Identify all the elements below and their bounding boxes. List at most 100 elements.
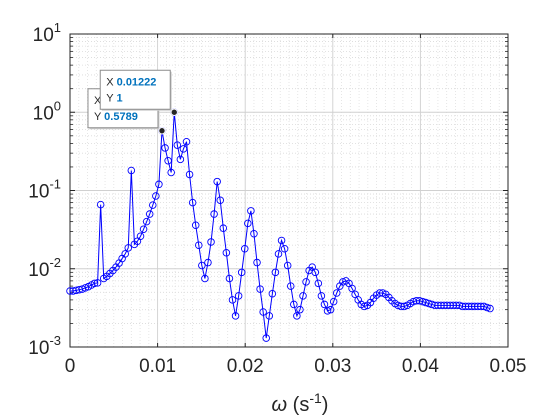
x-tick-label: 0.04 [402,356,439,377]
datatip-y-line: Y 0.5789 [94,111,138,123]
data-point [152,192,160,200]
data-point [287,282,295,290]
data-point [311,268,320,277]
data-point [317,292,326,300]
data-point [470,302,479,311]
data-point [247,207,255,215]
data-point [185,170,194,179]
data-point [474,302,482,311]
data-point [348,284,356,293]
data-point [96,200,105,209]
data-point [329,297,338,306]
y-tick-labels: 10-3 10-2 10-1 100 101 [28,20,61,359]
y-tick-label: 101 [33,20,61,46]
data-point [483,303,491,312]
data-point [253,258,261,267]
data-point [464,302,473,311]
data-point [213,177,221,186]
data-point [188,198,197,207]
data-point [320,300,329,309]
data-point [173,141,182,149]
data-point [458,302,467,311]
datatip: X 0.01222 Y 1 [99,69,178,116]
data-point [400,302,408,311]
data-point [139,225,148,233]
tick-marks [69,33,509,348]
data-point [360,302,369,311]
data-point [440,301,448,310]
data-point [93,279,102,287]
data-point [244,219,252,228]
data-point [207,238,215,246]
data-point [443,301,451,310]
data-point [314,279,323,288]
data-point [201,274,209,283]
data-point [237,268,246,277]
x-tick-labels: 0 0.01 0.02 0.03 0.04 0.05 [65,356,527,377]
data-point [210,210,218,218]
data-point [250,230,258,238]
data-point [486,304,494,313]
data-point [182,137,191,146]
data-point [299,292,307,300]
data-point [136,232,145,241]
y-tick-label: 10-2 [28,255,61,281]
series-group [66,108,494,342]
data-point [216,196,224,205]
data-point [161,144,169,152]
data-point [326,305,335,314]
data-point [262,334,270,342]
data-point [164,156,172,165]
data-point [280,245,289,253]
data-point [204,258,212,267]
data-point [256,285,264,293]
x-tick-label: 0.03 [314,356,351,377]
data-point [219,224,228,232]
data-point [191,221,200,229]
datatip-y-line: Y 1 [106,92,122,104]
data-point [467,302,476,311]
x-tick-label: 0.05 [490,356,527,377]
data-point [265,312,274,320]
data-point [434,301,442,310]
datatip-marker [170,108,178,116]
data-point [431,301,439,310]
data-point [176,155,185,164]
data-point [179,145,188,153]
data-point [195,241,203,249]
y-tick-label: 10-3 [28,333,61,359]
data-point [332,289,341,297]
data-point [271,268,280,277]
data-point [446,301,454,310]
data-point [167,168,175,177]
x-axis-label: ω (s-1) [272,390,329,416]
data-point [259,308,267,316]
data-point [274,250,283,258]
datatip-marker [158,127,166,135]
data-point [234,292,243,300]
data-point [277,236,286,245]
data-point [449,301,458,310]
data-point [241,245,249,253]
data-point [149,201,157,209]
data-point [351,290,359,299]
data-point [90,279,99,288]
x-tick-label: 0.01 [139,356,176,377]
data-point [124,244,132,252]
data-point [222,249,231,257]
data-point [437,301,445,310]
y-tick-label: 100 [33,98,61,124]
data-point [142,217,151,226]
datatip-x-line: X 0.01222 [106,76,156,88]
data-point [302,278,310,286]
data-point [296,305,304,314]
data-point [228,296,237,304]
data-point [127,166,136,175]
data-point [231,312,240,320]
data-point [155,180,163,189]
x-tick-label: 0 [65,356,76,377]
data-point [461,302,470,311]
data-point [290,300,298,309]
